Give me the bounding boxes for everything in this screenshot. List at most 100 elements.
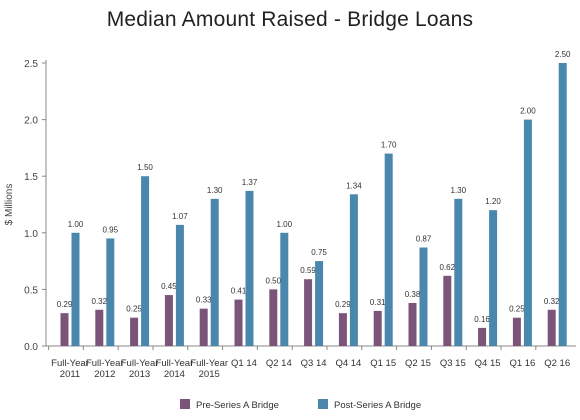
x-tick-label-line: Q1 15 bbox=[370, 358, 396, 369]
x-tick-label-line: Q2 15 bbox=[405, 358, 431, 369]
x-tick-label: Q4 14 bbox=[335, 358, 361, 369]
data-label-post-series-a: 1.50 bbox=[137, 163, 153, 172]
legend-swatch-post-series-a bbox=[318, 399, 328, 409]
data-label-pre-series-a: 0.59 bbox=[300, 266, 316, 275]
x-tick-label: Q4 15 bbox=[475, 358, 501, 369]
y-tick-label: 2.0 bbox=[24, 116, 38, 127]
y-tick-label: 1.5 bbox=[24, 172, 38, 183]
data-label-pre-series-a: 0.62 bbox=[440, 263, 456, 272]
bar-post-series-a bbox=[280, 232, 289, 346]
bar-post-series-a bbox=[523, 119, 532, 346]
bar-pre-series-a bbox=[443, 275, 452, 346]
data-label-post-series-a: 1.30 bbox=[451, 186, 467, 195]
data-label-post-series-a: 0.87 bbox=[416, 235, 432, 244]
data-label-pre-series-a: 0.25 bbox=[126, 305, 142, 314]
data-label-pre-series-a: 0.29 bbox=[335, 300, 351, 309]
data-label-pre-series-a: 0.16 bbox=[474, 315, 490, 324]
x-tick-label: Full-Year 2012 bbox=[86, 358, 124, 380]
x-tick-label-line: Q2 16 bbox=[544, 358, 570, 369]
x-tick-label-line: Q4 14 bbox=[335, 358, 361, 369]
x-tick-label-line: Full-Year bbox=[121, 358, 159, 369]
data-label-post-series-a: 2.50 bbox=[555, 50, 571, 59]
data-label-post-series-a: 1.70 bbox=[381, 141, 397, 150]
bar-post-series-a bbox=[106, 238, 115, 346]
bar-post-series-a bbox=[419, 247, 428, 346]
x-tick-label: Q2 14 bbox=[266, 358, 292, 369]
bar-pre-series-a bbox=[338, 313, 347, 346]
bar-post-series-a bbox=[71, 232, 80, 346]
y-tick-label: 2.5 bbox=[24, 59, 38, 70]
bar-pre-series-a bbox=[512, 317, 521, 346]
bar-pre-series-a bbox=[164, 295, 173, 346]
data-label-pre-series-a: 0.38 bbox=[405, 290, 421, 299]
bar-post-series-a bbox=[349, 194, 358, 346]
y-axis-label: $ Millions bbox=[4, 184, 15, 226]
bar-post-series-a bbox=[315, 261, 324, 346]
y-tick-label: 0.0 bbox=[24, 342, 38, 353]
data-label-post-series-a: 0.75 bbox=[311, 248, 327, 257]
x-tick-label-line: Q3 14 bbox=[301, 358, 327, 369]
data-label-post-series-a: 1.00 bbox=[68, 220, 84, 229]
bar-post-series-a bbox=[141, 176, 150, 346]
x-tick-label: Full-Year 2011 bbox=[51, 358, 89, 380]
x-tick-label: Q3 14 bbox=[301, 358, 327, 369]
data-label-post-series-a: 1.07 bbox=[172, 212, 188, 221]
x-tick-label-line: 2011 bbox=[60, 369, 80, 380]
x-tick-label: Full-Year 2013 bbox=[121, 358, 159, 380]
chart-title: Median Amount Raised - Bridge Loans bbox=[106, 8, 474, 31]
x-tick-label-line: 2012 bbox=[94, 369, 115, 380]
x-tick-label-line: 2015 bbox=[199, 369, 220, 380]
x-tick-label-line: 2014 bbox=[164, 369, 185, 380]
data-label-post-series-a: 1.00 bbox=[277, 220, 293, 229]
data-label-pre-series-a: 0.45 bbox=[161, 282, 177, 291]
bar-pre-series-a bbox=[95, 309, 104, 346]
x-tick-label-line: Q1 16 bbox=[509, 358, 535, 369]
bar-pre-series-a bbox=[373, 310, 382, 346]
x-tick-label: Q2 16 bbox=[544, 358, 570, 369]
bar-post-series-a bbox=[245, 190, 254, 346]
x-tick-label-line: Q2 14 bbox=[266, 358, 292, 369]
bar-post-series-a bbox=[175, 224, 184, 346]
x-tick-label: Q1 14 bbox=[231, 358, 257, 369]
data-label-post-series-a: 0.95 bbox=[103, 225, 119, 234]
bar-pre-series-a bbox=[269, 289, 278, 346]
x-tick-label-line: Full-Year bbox=[86, 358, 124, 369]
bar-pre-series-a bbox=[547, 309, 556, 346]
data-label-pre-series-a: 0.31 bbox=[370, 298, 386, 307]
data-label-post-series-a: 2.00 bbox=[520, 107, 536, 116]
legend-label-pre-series-a: Pre-Series A Bridge bbox=[196, 400, 279, 411]
x-tick-label: Q1 16 bbox=[509, 358, 535, 369]
x-tick-label: Full-Year 2015 bbox=[190, 358, 228, 380]
bar-post-series-a bbox=[384, 153, 393, 346]
bar-pre-series-a bbox=[199, 308, 208, 346]
bar-pre-series-a bbox=[60, 313, 69, 346]
bar-pre-series-a bbox=[234, 299, 243, 346]
data-label-pre-series-a: 0.32 bbox=[92, 297, 108, 306]
x-tick-label: Full-Year 2014 bbox=[156, 358, 194, 380]
bar-pre-series-a bbox=[408, 302, 417, 346]
data-label-pre-series-a: 0.29 bbox=[57, 300, 73, 309]
bar-pre-series-a bbox=[304, 279, 313, 346]
data-label-post-series-a: 1.20 bbox=[485, 197, 501, 206]
data-label-post-series-a: 1.34 bbox=[346, 181, 362, 190]
x-tick-label-line: Q4 15 bbox=[475, 358, 501, 369]
x-tick-label-line: Full-Year bbox=[190, 358, 228, 369]
data-label-post-series-a: 1.37 bbox=[242, 178, 258, 187]
y-tick-label: 0.5 bbox=[24, 285, 38, 296]
x-tick-label: Q2 15 bbox=[405, 358, 431, 369]
bar-post-series-a bbox=[210, 198, 219, 346]
x-tick-label: Q3 15 bbox=[440, 358, 466, 369]
legend-swatch-pre-series-a bbox=[180, 399, 190, 409]
bar-post-series-a bbox=[558, 63, 567, 346]
data-label-pre-series-a: 0.33 bbox=[196, 296, 212, 305]
x-tick-label: Q1 15 bbox=[370, 358, 396, 369]
bar-pre-series-a bbox=[130, 317, 139, 346]
x-tick-label-line: Q1 14 bbox=[231, 358, 257, 369]
data-label-pre-series-a: 0.41 bbox=[231, 287, 247, 296]
data-label-pre-series-a: 0.25 bbox=[509, 305, 525, 314]
data-label-pre-series-a: 0.50 bbox=[266, 276, 282, 285]
data-label-post-series-a: 1.30 bbox=[207, 186, 223, 195]
x-tick-label-line: Full-Year bbox=[51, 358, 89, 369]
